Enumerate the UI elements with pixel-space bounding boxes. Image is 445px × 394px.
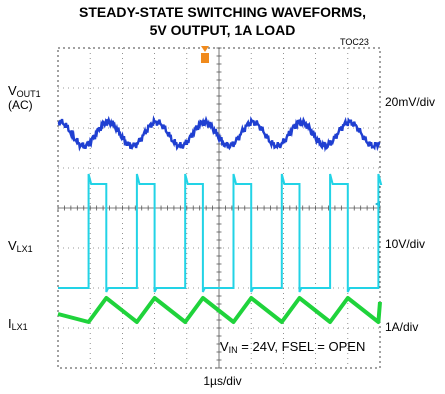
- channel-scale-ilx: 1A/div: [385, 320, 419, 334]
- figure-code: TOC23: [340, 37, 369, 47]
- channel-label-vout-coupling: (AC): [8, 98, 33, 112]
- timebase-label: 1µs/div: [203, 374, 242, 388]
- trigger-t-icon: [201, 53, 209, 63]
- channel-scale-vlx: 10V/div: [385, 237, 426, 251]
- chart-title-line2: 5V OUTPUT, 1A LOAD: [149, 22, 296, 38]
- channel-label-vout: VOUT1: [8, 83, 41, 99]
- series-vlx1-line: [58, 173, 383, 293]
- series-vout1-line: [57, 115, 381, 153]
- plot-border: [57, 47, 381, 369]
- channel-label-vlx: VLX1: [8, 238, 33, 254]
- chart-title-line1: STEADY-STATE SWITCHING WAVEFORMS,: [79, 4, 366, 20]
- test-condition-note: VIN = 24V, FSEL = OPEN: [220, 339, 366, 355]
- series-ilx1-line: [57, 296, 382, 324]
- channel-scale-vout: 20mV/div: [385, 95, 436, 109]
- trigger-arrow-icon: [201, 46, 209, 52]
- waveform-traces: [57, 115, 383, 324]
- channel-label-ilx: ILX1: [8, 316, 28, 332]
